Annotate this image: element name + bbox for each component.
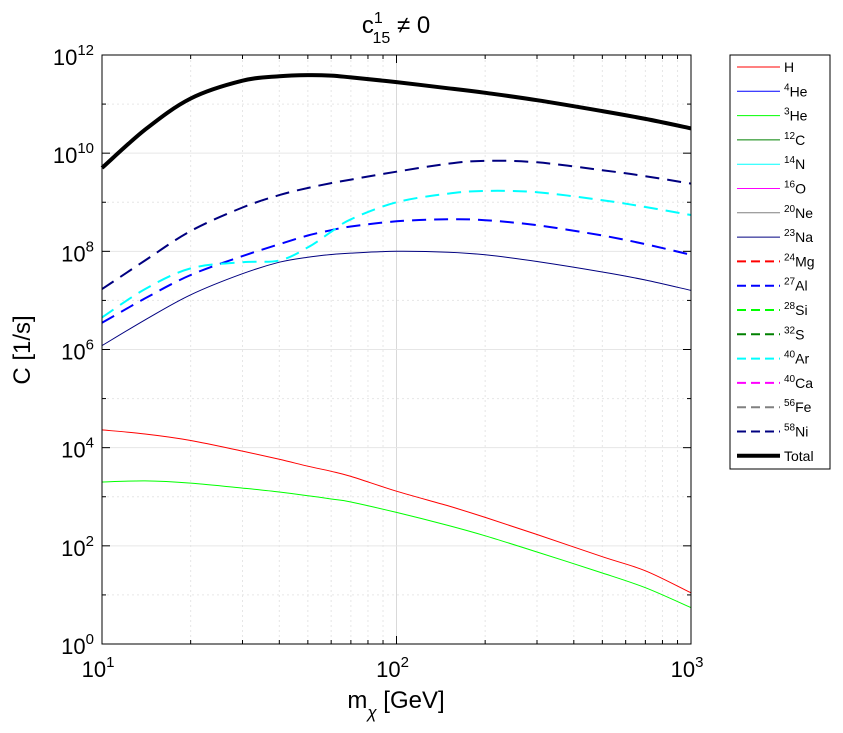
legend-label: Total: [784, 448, 814, 464]
legend-label: H: [784, 59, 794, 75]
legend-label: 40Ca: [784, 374, 813, 391]
y-tick-label: 104: [61, 435, 94, 463]
chart-title: c1 15 ≠ 0: [362, 10, 430, 47]
legend-label: 20Ne: [784, 204, 813, 221]
x-axis-label: mχ [GeV]: [347, 687, 444, 722]
y-tick-label: 1010: [53, 140, 94, 168]
series-line-3he: [101, 480, 692, 609]
legend-label: 12C: [784, 131, 805, 148]
grid-layer: [101, 54, 691, 645]
legend-label: 56Fe: [784, 398, 812, 415]
x-tick-label: 101: [82, 654, 115, 682]
series-line-total: [100, 73, 692, 170]
y-axis-label: C [1/s]: [9, 315, 36, 384]
legend-label: 4He: [784, 82, 808, 99]
series-line-40ar: [101, 189, 692, 319]
legend-label: 40Ar: [784, 350, 809, 367]
legend-label: 16O: [784, 180, 806, 197]
legend-label: 58Ni: [784, 423, 808, 440]
y-tick-label: 108: [61, 238, 94, 266]
legend-label: 32S: [784, 325, 804, 342]
series-line-58ni: [101, 159, 692, 290]
y-tick-label: 100: [61, 631, 94, 659]
series-line-27al: [101, 218, 692, 324]
legend-label: 24Mg: [784, 252, 815, 269]
legend: H 4He 3He 12C 14N 16O 20Ne 23Na 24Mg 27Al 28Si 32S 4…: [729, 54, 831, 470]
y-tick-label: 102: [61, 533, 94, 561]
legend-label: 28Si: [784, 301, 808, 318]
tick-layer: 101 102 103 100 102 104 106 108 1010 1012: [53, 42, 704, 682]
legend-label: 3He: [784, 107, 808, 124]
y-tick-label: 1012: [53, 42, 94, 70]
y-tick-label: 106: [61, 337, 94, 365]
series-line-h: [101, 429, 692, 594]
series-layer: [100, 73, 692, 609]
legend-label: 14N: [784, 155, 805, 172]
legend-label: 23Na: [784, 228, 813, 245]
series-line-23na: [101, 250, 692, 347]
legend-label: 27Al: [784, 277, 808, 294]
x-tick-label: 102: [376, 654, 409, 682]
x-tick-label: 103: [671, 654, 704, 682]
